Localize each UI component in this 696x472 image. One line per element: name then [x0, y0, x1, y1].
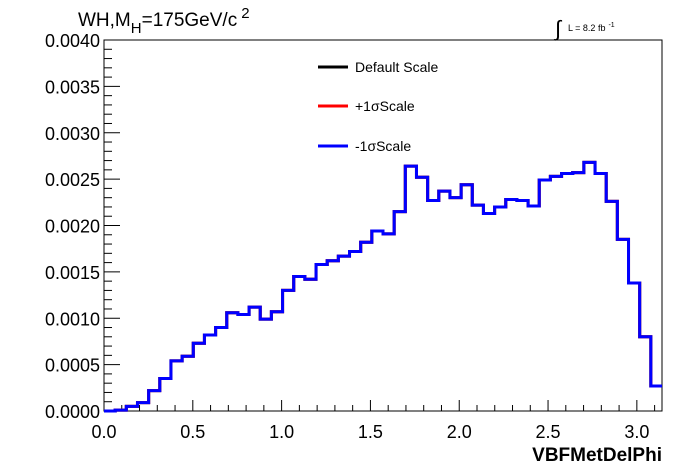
histogram-series-2: [104, 160, 662, 413]
y-tick-label: 0.0030: [45, 124, 100, 144]
y-tick-label: 0.0035: [45, 77, 100, 97]
y-tick-label: 0.0040: [45, 31, 100, 51]
lumi-label: L = 8.2 fb -1: [568, 22, 615, 33]
legend: Default Scale +1σScale -1σScale: [318, 59, 438, 154]
x-tick-label: 2.5: [536, 422, 561, 442]
histogram-series-1: [104, 160, 662, 413]
x-tick-label: 1.5: [358, 422, 383, 442]
y-tick-label: 0.0020: [45, 217, 100, 237]
title-base: WH,M: [78, 10, 131, 31]
series-layer: [104, 160, 662, 413]
legend-label: +1σScale: [355, 98, 415, 114]
lumi-text: L = 8.2 fb: [568, 23, 605, 33]
legend-label: -1σScale: [355, 138, 411, 154]
legend-label: Default Scale: [355, 59, 438, 75]
x-tick-label: 1.0: [269, 422, 294, 442]
chart-title: WH,MH=175GeV/c 2: [78, 5, 250, 37]
x-tick-label: 3.0: [624, 422, 649, 442]
lumi-superscript: -1: [608, 22, 614, 29]
x-axis: 0.0 0.5 1.0 1.5 2.0 2.5 3.0: [91, 400, 656, 442]
x-axis-title: VBFMetDelPhi: [532, 445, 662, 466]
y-tick-label: 0.0005: [45, 356, 100, 376]
lumi-integral: ∫: [553, 16, 563, 41]
histogram-series-0: [104, 160, 662, 413]
x-tick-label: 2.0: [447, 422, 472, 442]
y-tick-label: 0.0010: [45, 309, 100, 329]
title-subscript: H: [131, 20, 142, 37]
y-tick-label: 0.0015: [45, 263, 100, 283]
title-rest: =175GeV/c: [142, 10, 238, 31]
y-tick-label: 0.0000: [45, 402, 100, 422]
x-tick-label: 0.5: [180, 422, 205, 442]
y-axis: 0.0000 0.0005 0.0010 0.0015 0.0020 0.0025 0.00…: [45, 31, 120, 422]
title-superscript: 2: [241, 5, 249, 22]
x-tick-label: 0.0: [91, 422, 116, 442]
y-tick-label: 0.0025: [45, 170, 100, 190]
